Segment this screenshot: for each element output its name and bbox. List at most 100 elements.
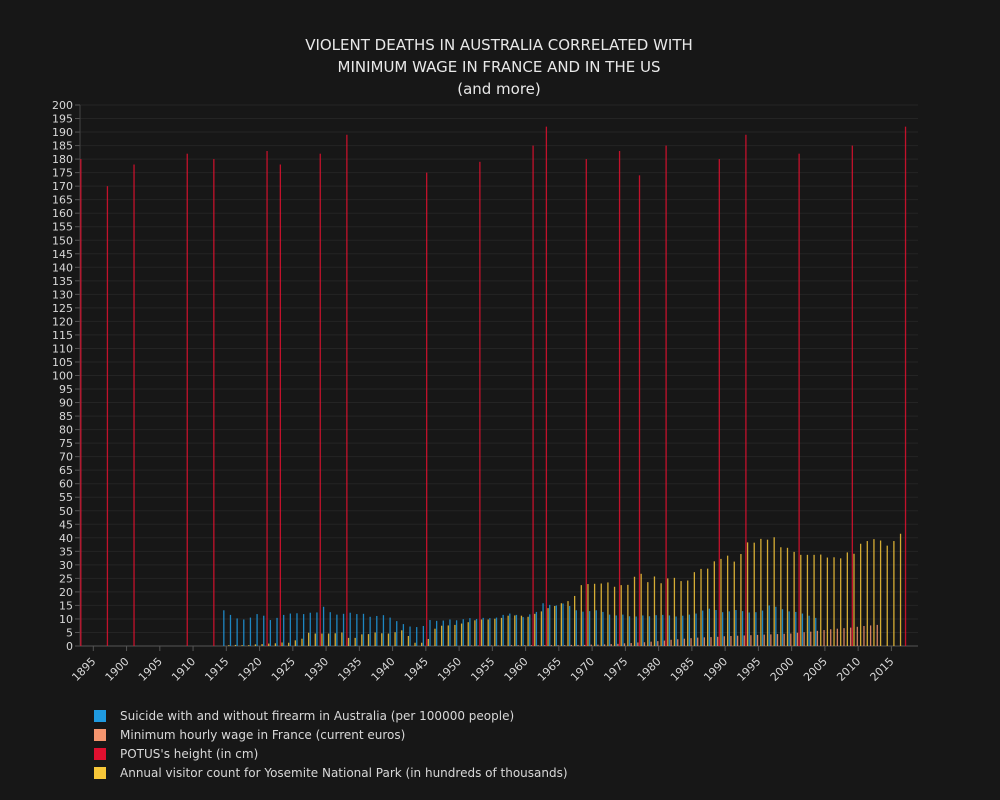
bar (753, 542, 755, 646)
bar (665, 145, 667, 646)
bar (788, 611, 790, 646)
bar (710, 637, 712, 646)
bar (588, 611, 591, 646)
bar (810, 631, 812, 646)
bar (673, 577, 676, 646)
bar (484, 645, 486, 647)
bar (309, 612, 311, 646)
y-tick-label: 150 (52, 234, 73, 247)
bar (904, 126, 907, 646)
bar (268, 643, 270, 646)
bar (374, 632, 376, 646)
bar (281, 642, 283, 646)
legend-swatch (94, 767, 106, 779)
bar (628, 616, 631, 646)
bar (440, 625, 443, 646)
bar (688, 614, 691, 646)
bar (449, 619, 451, 646)
bar (502, 614, 504, 646)
bar (728, 611, 730, 646)
bar (815, 617, 817, 646)
bar (557, 645, 559, 646)
bar (342, 613, 345, 646)
bar (766, 539, 769, 646)
legend-label: Annual visitor count for Yosemite Nation… (120, 766, 568, 780)
bar (703, 637, 705, 646)
bar (700, 568, 702, 646)
bar (830, 629, 832, 646)
bar (585, 159, 587, 646)
y-tick-label: 50 (59, 505, 73, 518)
y-tick-label: 140 (52, 261, 73, 274)
x-tick-label: 1985 (668, 655, 697, 684)
bar (509, 613, 511, 646)
x-tick-label: 1905 (136, 655, 165, 684)
y-tick-label: 175 (52, 167, 73, 180)
bar (401, 630, 403, 646)
bar (899, 533, 902, 646)
x-tick-label: 1915 (202, 655, 231, 684)
bar (229, 614, 232, 646)
bar (574, 595, 576, 646)
bar (288, 642, 290, 646)
bar (745, 134, 747, 646)
bar (627, 584, 629, 646)
bar (775, 606, 777, 646)
bar (597, 644, 599, 646)
bar (490, 645, 493, 647)
gridlines (80, 104, 918, 647)
bar (256, 614, 258, 646)
y-tick-label: 55 (59, 491, 73, 504)
bar (695, 613, 697, 646)
bar (716, 636, 719, 646)
bar (761, 610, 764, 646)
bar (426, 172, 428, 646)
bar (577, 644, 579, 646)
bar (718, 159, 720, 646)
bar (409, 626, 411, 646)
y-axis: 0510152025303540455055606570758085909510… (52, 99, 81, 653)
y-tick-label: 10 (59, 613, 73, 626)
chart-title-line-2: MINIMUM WAGE IN FRANCE AND IN THE US (338, 58, 661, 76)
bar (283, 614, 285, 646)
bar (387, 633, 390, 646)
bar (106, 186, 109, 646)
y-tick-label: 110 (52, 342, 73, 355)
bar (637, 642, 639, 646)
bar (549, 604, 551, 646)
bar (276, 617, 278, 646)
bar (618, 150, 621, 647)
bar (843, 628, 845, 646)
bar (800, 554, 802, 646)
bar (873, 539, 875, 646)
bar (876, 624, 878, 646)
bar (808, 615, 810, 646)
bar (593, 583, 596, 646)
bar (494, 618, 496, 646)
bar (263, 615, 265, 646)
bar (638, 175, 641, 646)
x-axis: 1895 1900 1905 1910 1915 1920 1925 1930 1935 1940… (69, 645, 918, 684)
series-2 (464, 624, 878, 647)
bar (421, 642, 423, 646)
legend-swatch (94, 710, 106, 722)
bar (356, 614, 358, 646)
bar (487, 619, 489, 646)
bar (394, 632, 396, 646)
bar (657, 641, 659, 646)
plot-area (80, 126, 907, 647)
bar (402, 624, 405, 646)
bar (560, 603, 562, 646)
bar (600, 583, 602, 646)
y-tick-label: 115 (52, 329, 73, 342)
bar (730, 635, 732, 646)
bar (693, 572, 696, 646)
bar (80, 159, 82, 646)
bar (736, 635, 739, 646)
bar (743, 635, 745, 646)
bar (893, 541, 895, 646)
bar (547, 608, 549, 646)
bar (796, 632, 799, 646)
y-tick-label: 15 (59, 599, 73, 612)
bar (274, 643, 277, 646)
